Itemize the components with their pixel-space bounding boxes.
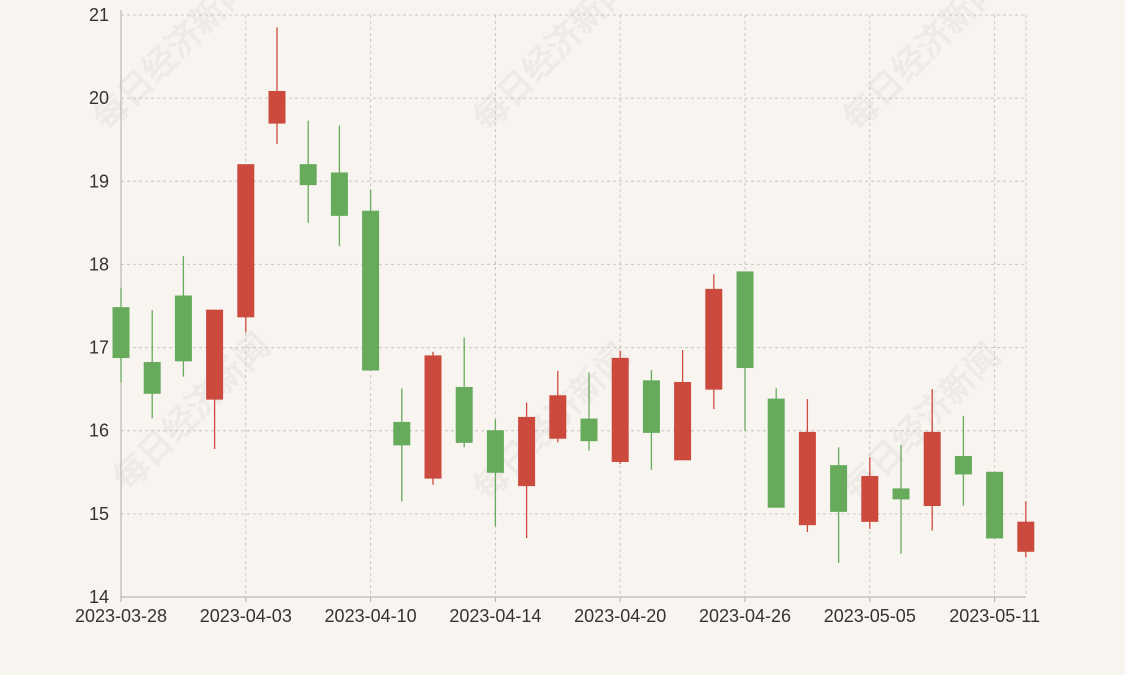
watermark-text: 每日经济新闻 [106,326,279,499]
x-tick-label: 2023-03-28 [75,606,167,626]
candle [642,370,660,470]
candle-body [986,471,1004,539]
candle [518,402,536,538]
candle [362,189,380,371]
candle-body [174,295,192,362]
candle-body [861,475,879,522]
candle-body [705,288,723,390]
candle-body [580,418,598,442]
candle [580,372,598,451]
candle [830,447,848,563]
x-tick-label: 2023-04-26 [699,606,791,626]
y-tick-label: 15 [89,504,109,524]
y-tick-label: 18 [89,254,109,274]
candle-body [642,380,660,433]
candle-body [299,164,317,186]
y-tick-label: 20 [89,88,109,108]
candle-body [486,430,504,473]
candle [705,274,723,410]
candle [798,399,816,533]
candle [1017,501,1035,558]
candle-body [455,386,473,443]
candle-body [518,416,536,487]
candle-body [1017,521,1035,552]
candle [174,256,192,377]
x-tick-label: 2023-05-11 [949,606,1040,626]
candle [206,309,224,450]
candle [954,415,972,506]
candle-body [892,488,910,500]
candle [923,389,941,531]
candle [299,120,317,223]
candle-body [268,90,286,124]
candle-body [611,357,629,462]
candle-body [767,398,785,508]
candle-body [393,421,411,446]
candle [237,164,255,333]
candle-body [237,164,255,318]
candle-body [954,455,972,475]
candle-body [798,431,816,526]
y-tick-label: 17 [89,338,109,358]
watermark-text: 每日经济新闻 [86,0,259,138]
candle-body [362,210,380,371]
x-tick-label: 2023-05-05 [824,606,916,626]
x-tick-label: 2023-04-10 [325,606,417,626]
candle [767,388,785,508]
y-tick-label: 21 [89,5,109,25]
candle [330,125,348,247]
candle [143,310,161,419]
y-tick-label: 19 [89,171,109,191]
candle-body [424,355,442,479]
candle [736,271,754,431]
y-tick-label: 14 [89,587,109,607]
watermark-text: 每日经济新闻 [466,0,639,138]
candle [112,287,130,383]
candle-body [674,381,692,461]
x-tick-label: 2023-04-14 [449,606,541,626]
candle [486,419,504,527]
axes-layer: 14 15 16 17 18 19 20 21 2023-03-28 2023-04-03 2023… [75,5,1040,626]
candle-body [143,362,161,394]
candle [393,388,411,502]
x-tick-label: 2023-04-20 [574,606,666,626]
candle-body [923,431,941,507]
candle-body [549,395,567,439]
candle [986,471,1004,539]
x-tick-label: 2023-04-03 [200,606,292,626]
candle [674,350,692,461]
y-tick-label: 16 [89,421,109,441]
candle [861,457,879,529]
candle-body [206,309,224,400]
candle [549,370,567,443]
watermark-text: 每日经济新闻 [836,0,1009,138]
candle [611,350,629,464]
candle [268,27,286,144]
candle [424,351,442,485]
candle [892,444,910,554]
candle-body [736,271,754,369]
candle-body [830,465,848,512]
candle-body [112,307,130,359]
candle-body [330,172,348,216]
candles-layer [112,27,1035,563]
candle [455,337,473,448]
